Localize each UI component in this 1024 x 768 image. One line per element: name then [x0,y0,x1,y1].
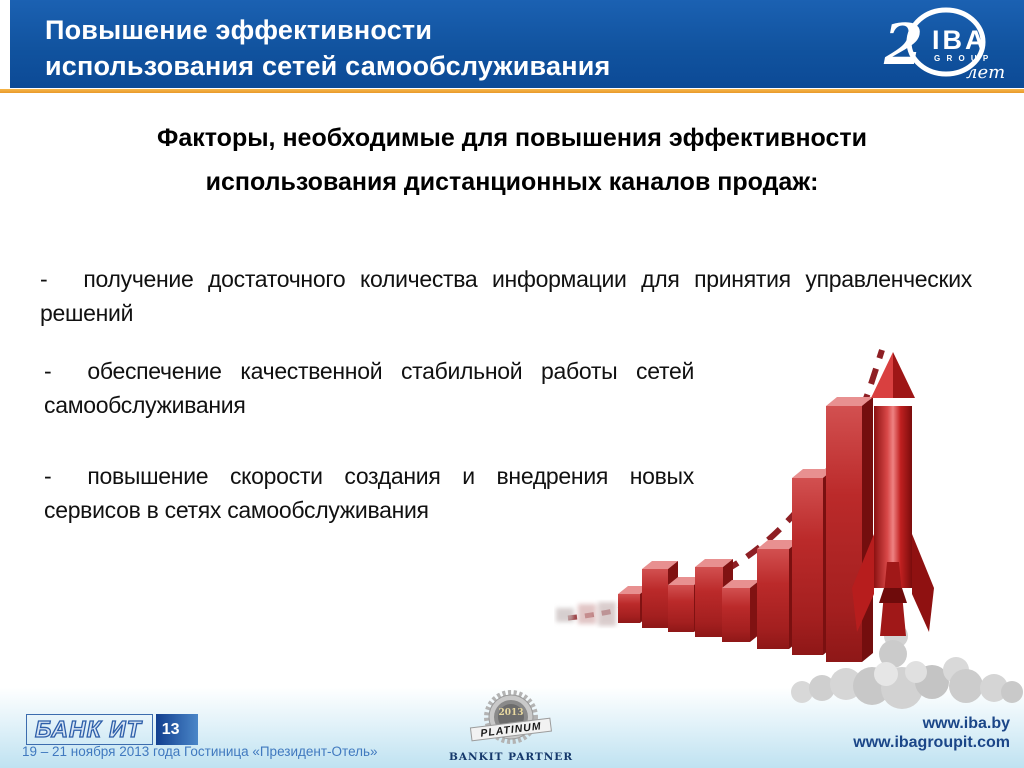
slide-title: Повышение эффективности использования се… [45,12,610,84]
bankit-logo-box: БАНК ИТ [26,714,153,745]
event-info-text: 19 – 21 ноября 2013 года Гостиница «През… [22,744,378,759]
bankit-logo: БАНК ИТ 13 [26,714,198,745]
bankit-13-badge: 13 [155,714,198,745]
iba-20-circle [906,7,986,77]
rocket [852,352,934,636]
iba-group-text: G R O U P [934,54,990,63]
iba-20-numeral: 2 [883,12,923,78]
bullet-marker: - [44,358,52,384]
iba-name-text: IBA [932,25,988,55]
bullet-3-line2: сервисов в сетях самообслуживания [44,497,429,523]
subtitle-line2: использования дистанционных каналов прод… [205,168,819,196]
bullet-1-line1: получение достаточного количества информ… [83,266,972,292]
bullet-2-line1: обеспечение качественной стабильной рабо… [87,358,694,384]
platinum-badge-seal: 2013 PLATINUM [469,690,552,744]
faded-bars [556,602,616,626]
link-ibagroupit-com[interactable]: www.ibagroupit.com [853,734,1010,751]
iba-years-text: лет [966,62,1005,83]
bankit-logo-text: БАНК ИТ [34,715,142,742]
bullet-item-1: - получение достаточного количества инфор… [40,262,972,330]
bullet-item-3: - повышение скорости создания и внедрения… [44,459,694,527]
bullet-2-line2: самообслуживания [44,392,246,418]
badge-year: 2013 [498,708,523,718]
link-iba-by[interactable]: www.iba.by [922,715,1010,732]
slide-subtitle: Факторы, необходимые для повышения эффек… [0,116,1024,204]
bullet-item-2: - обеспечение качественной стабильной раб… [44,354,694,422]
slide-footer: БАНК ИТ 13 19 – 21 ноября 2013 года Гост… [0,688,1024,768]
subtitle-line1: Факторы, необходимые для повышения эффек… [157,124,867,152]
slide-title-line2: использования сетей самообслуживания [45,51,611,81]
slide-title-line1: Повышение эффективности [45,15,433,45]
bullet-3-line1: повышение скорости создания и внедрения … [87,463,694,489]
slide-header: Повышение эффективности использования се… [10,0,1024,88]
iba-group-logo: 2 IBA G R O U P лет [883,7,1005,83]
bullet-marker: - [40,266,48,292]
accent-rule [0,89,1024,93]
bullet-1-line2: решений [40,300,134,326]
rocket-growth-chart-illustration [556,349,1023,709]
badge-caption: BANKIT PARTNER [448,751,574,763]
platinum-partner-badge: 2013 PLATINUM BANKIT PARTNER [446,690,576,763]
bar-chart-bars [618,397,873,662]
bullet-marker: - [44,463,52,489]
website-links: www.iba.by www.ibagroupit.com [853,714,1010,752]
